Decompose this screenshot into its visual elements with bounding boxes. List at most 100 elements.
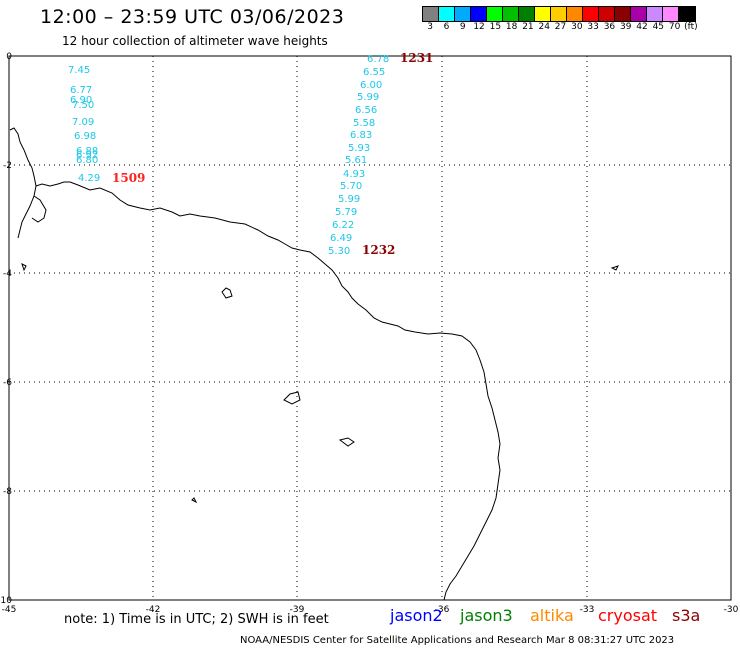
x-tick-label: -39 [290,605,305,615]
legend-label: 30 [571,22,583,32]
sat-jason3-label: jason3 [460,606,513,625]
swh-value: 6.55 [363,67,385,78]
island-2 [283,391,301,405]
swh-value: 5.79 [335,207,357,218]
legend-label: 3 [427,22,434,32]
pass-time-labels: 1509 1231 1232 [112,51,433,257]
sat-s3a-label: s3a [672,606,701,625]
map-frame [8,55,732,601]
sat-altika-label: altika [530,606,574,625]
swh-value-labels: 7.45 6.776.907.50 7.09 6.98 6.886.926.80 4.29… [68,54,389,257]
legend-label: 21 [522,22,534,32]
coastline [69,181,501,601]
island-1 [221,287,233,299]
legend-swatch [631,7,647,21]
legend-swatch [535,7,551,21]
swh-value: 5.99 [357,92,379,103]
swh-value: 7.50 [72,100,94,111]
swh-value: 6.49 [330,233,352,244]
legend-swatch [471,7,487,21]
legend-label: 33 [587,22,599,32]
island-3 [338,437,355,447]
legend-label: 36 [603,22,616,32]
legend-label: 24 [538,22,550,32]
swh-value: 5.30 [328,246,350,257]
legend-swatch [551,7,567,21]
swh-value: 6.83 [350,130,372,141]
legend-swatch [567,7,583,21]
swh-value: 6.98 [74,131,96,142]
swh-value: 5.99 [338,194,360,205]
swh-value: 6.90 [70,95,92,106]
legend-swatch [583,7,599,21]
credit-line: NOAA/NESDIS Center for Satellite Applica… [240,635,675,646]
legend-swatch [679,7,695,21]
coastline-north [9,127,70,239]
legend-label: 45 [652,22,665,32]
legend-swatch [503,7,519,21]
swh-value: 4.29 [78,173,100,184]
map-title: 12:00 – 23:59 UTC 03/06/2023 [40,6,345,28]
y-tick-label: -8 [3,487,12,497]
island-6 [21,263,27,272]
legend-swatch [439,7,455,21]
legend-swatch [487,7,503,21]
legend-label: 18 [505,22,518,32]
color-scale-labels: 3 6 9 12 15 18 21 24 27 30 33 36 39 42 45 70 (ft) [422,22,699,32]
legend-label: 12 [473,22,485,32]
legend-label: 42 [636,22,648,32]
swh-value: 6.88 [76,146,98,157]
x-tick-label: -33 [580,605,595,615]
sat-cryosat-label: cryosat [598,606,658,625]
legend-swatch [455,7,471,21]
legend-swatch [663,7,679,21]
legend-swatch [647,7,663,21]
swh-value: 6.92 [76,150,98,161]
color-scale-legend [422,6,696,22]
swh-value: 5.93 [348,143,370,154]
legend-label: 6 [443,22,450,32]
swh-value: 6.80 [76,155,98,166]
map-subtitle: 12 hour collection of altimeter wave hei… [62,34,328,48]
y-tick-label: -4 [3,269,12,279]
swh-value: 7.09 [72,117,94,128]
swh-value: 5.70 [340,181,362,192]
legend-label: 70 [668,22,681,32]
legend-swatch [599,7,615,21]
legend-label: 27 [554,22,567,32]
island-5 [191,497,198,504]
legend-swatch [519,7,535,21]
pass-time-label: 1231 [400,51,433,65]
x-tick-label: -36 [435,605,450,615]
swh-value: 5.58 [353,118,375,129]
legend-swatch [615,7,631,21]
y-tick-label: -10 [0,596,12,606]
grid-lines [9,56,731,600]
swh-value: 6.22 [332,220,354,231]
x-tick-label: -42 [146,605,161,615]
y-tick-label: -2 [3,161,12,171]
sat-jason2-label: jason2 [390,606,443,625]
legend-label: (ft) [684,22,698,32]
legend-label: 9 [459,22,466,32]
swh-value: 6.77 [70,85,92,96]
pass-time-label: 1232 [362,243,395,257]
pass-time-label: 1509 [112,171,145,185]
footnote: note: 1) Time is in UTC; 2) SWH is in fe… [64,612,329,627]
y-tick-label: -6 [3,378,12,388]
swh-value: 6.56 [355,105,377,116]
x-tick-label: -30 [724,605,739,615]
y-tick-label: 0 [6,52,12,62]
axis-ticks: -45 -42 -39 -36 -33 -30 0 -2 -4 -6 -8 -10 [0,52,739,615]
legend-label: 15 [489,22,502,32]
island-4 [610,265,619,271]
swh-value: 5.61 [345,155,367,166]
legend-label: 39 [619,22,632,32]
legend-swatch [423,7,439,21]
swh-value: 6.78 [367,54,389,65]
swh-value: 7.45 [68,65,90,76]
swh-value: 4.93 [343,169,365,180]
swh-value: 6.00 [360,80,382,91]
x-tick-label: -45 [2,605,17,615]
